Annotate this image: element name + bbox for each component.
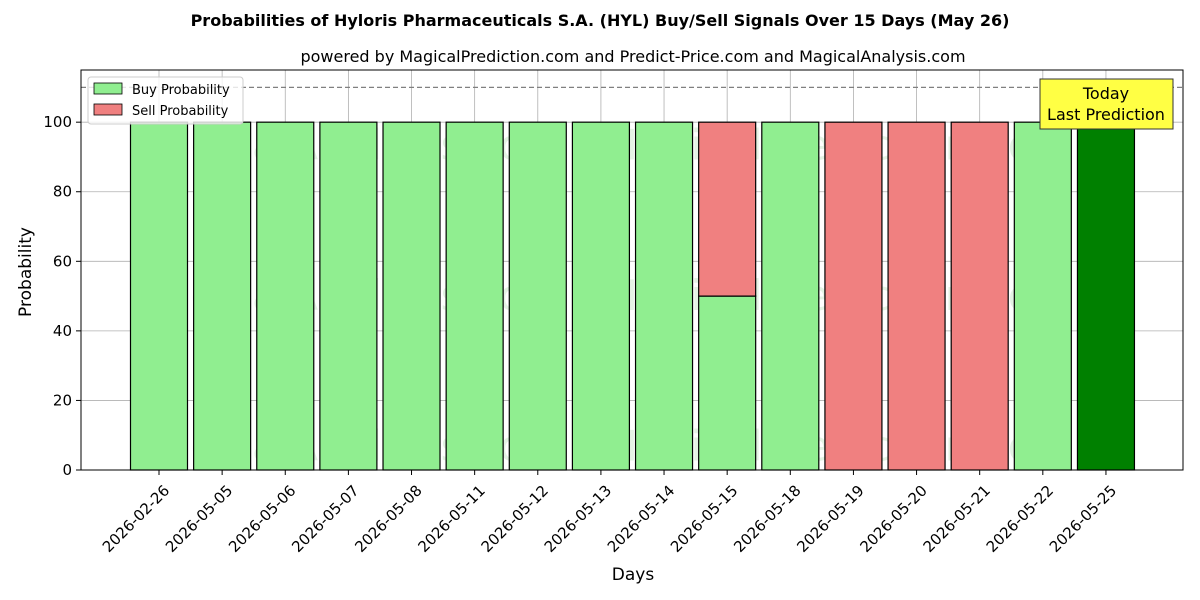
x-tick-label: 2026-05-20 — [856, 482, 930, 556]
bar-sell — [887, 121, 946, 471]
bar-buy — [445, 121, 504, 471]
bars — [129, 121, 1136, 471]
x-tick-label: 2026-05-08 — [351, 482, 425, 556]
bar-buy — [634, 121, 694, 471]
x-tick-label: 2026-05-25 — [1046, 482, 1120, 556]
y-axis-label: Probability — [16, 227, 36, 317]
x-tick-label: 2026-05-05 — [162, 482, 236, 556]
bar-buy — [761, 121, 820, 471]
legend-swatch-buy — [93, 82, 123, 95]
bar-buy — [571, 121, 631, 471]
chart-subtitle: powered by MagicalPrediction.com and Pre… — [300, 47, 965, 66]
bar-sell — [698, 121, 757, 297]
bar-buy — [129, 121, 189, 471]
bar-buy — [698, 295, 757, 471]
bar-buy — [193, 121, 252, 471]
x-tick-label: 2026-05-18 — [730, 482, 804, 556]
legend-label-sell: Sell Probability — [132, 104, 229, 119]
legend-swatch-sell — [93, 103, 123, 116]
y-tick-label: 0 — [62, 461, 72, 479]
bar-buy — [1076, 121, 1136, 471]
annotation-line-2: Last Prediction — [1047, 105, 1165, 124]
y-tick-label: 60 — [53, 252, 72, 270]
bar-buy — [508, 121, 567, 471]
bar-sell — [950, 121, 1009, 471]
x-tick-label: 2026-05-11 — [415, 482, 489, 556]
x-tick-label: 2026-05-21 — [920, 482, 994, 556]
x-axis-label: Days — [612, 565, 655, 585]
annotation-box — [1039, 78, 1174, 130]
legend-label-buy: Buy Probability — [132, 83, 230, 98]
bar-buy — [319, 121, 378, 471]
legend-frame — [87, 76, 244, 125]
bar-sell — [824, 121, 883, 471]
x-tick-label: 2026-05-15 — [667, 482, 741, 556]
x-tick-label: 2026-05-12 — [478, 482, 552, 556]
x-tick-label: 2026-02-26 — [99, 482, 173, 556]
bar-buy — [1013, 121, 1072, 471]
bar-buy — [256, 121, 315, 471]
y-tick-label: 40 — [53, 322, 72, 340]
x-tick-label: 2026-05-07 — [288, 482, 362, 556]
x-tick-label: 2026-05-06 — [225, 482, 299, 556]
plot-frame — [80, 69, 1184, 471]
bar-buy — [382, 121, 441, 471]
x-tick-label: 2026-05-22 — [983, 482, 1057, 556]
x-tick-label: 2026-05-19 — [793, 482, 867, 556]
today-annotation: Today Last Prediction — [1039, 78, 1174, 130]
y-tick-label: 80 — [53, 183, 72, 201]
annotation-line-1: Today — [1082, 84, 1129, 103]
y-tick-label: 20 — [53, 391, 72, 409]
legend: Buy Probability Sell Probability — [87, 76, 244, 125]
x-tick-label: 2026-05-13 — [541, 482, 615, 556]
chart-title: Probabilities of Hyloris Pharmaceuticals… — [191, 11, 1010, 30]
y-tick-label: 100 — [43, 113, 72, 131]
x-tick-label: 2026-05-14 — [604, 482, 678, 556]
